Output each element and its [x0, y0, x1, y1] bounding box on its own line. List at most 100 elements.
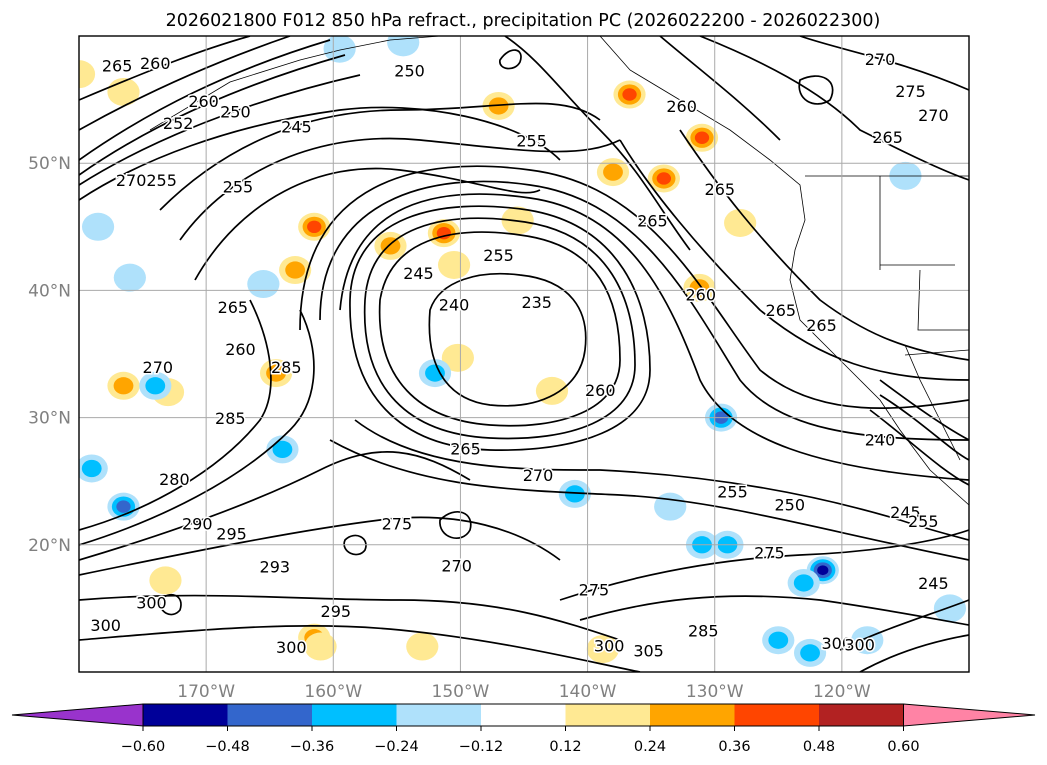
- contour-label: 265: [705, 180, 736, 199]
- precip-blob-level: [851, 626, 884, 655]
- colorbar-segment: [227, 704, 313, 726]
- contour-label: 295: [216, 525, 247, 544]
- x-tick-label: 160°W: [304, 682, 362, 702]
- low-ring-contour: [378, 231, 621, 427]
- chart-title: 2026021800 F012 850 hPa refract., precip…: [166, 11, 881, 31]
- contour-label: 245: [890, 503, 921, 522]
- precip-blob-level: [654, 492, 687, 521]
- precip-blob-level: [113, 263, 146, 292]
- contour-line: [319, 180, 969, 441]
- contour-label: 260: [585, 381, 616, 400]
- contour-line: [79, 299, 272, 531]
- precip-blob: [762, 626, 795, 655]
- contour-line: [504, 36, 691, 251]
- colorbar-segment: [734, 704, 820, 726]
- precip-blob: [685, 123, 719, 152]
- colorbar-tick-label: 0.60: [887, 739, 919, 755]
- x-tick-label: 150°W: [432, 682, 490, 702]
- precip-blob: [596, 158, 630, 187]
- graticule: [79, 36, 969, 672]
- closed-contour: [439, 510, 472, 540]
- precip-blob-level: [535, 376, 569, 405]
- colorbar-segment: [396, 704, 482, 726]
- precip-blob: [654, 492, 687, 521]
- precip-blob-level: [768, 631, 789, 649]
- contour-line: [859, 634, 969, 672]
- colorbar-tick-label: 0.36: [718, 739, 750, 755]
- closed-contour: [499, 49, 522, 70]
- colorbar-tick-label: −0.36: [290, 739, 334, 755]
- contour-label: 255: [908, 512, 939, 531]
- closed-contour: [798, 75, 834, 105]
- jet-contour-bundle: [869, 409, 969, 486]
- precip-blob: [79, 60, 96, 89]
- contour-label: 265: [872, 128, 903, 147]
- precip-blob-level: [800, 644, 820, 662]
- contour-label: 255: [483, 246, 514, 265]
- precip-blob-level: [380, 237, 401, 255]
- contour-line: [79, 74, 361, 186]
- contour-label: 270: [865, 50, 896, 69]
- contour-line: [354, 419, 969, 541]
- x-tick-label: 140°W: [559, 682, 617, 702]
- contour-label: 265: [637, 212, 668, 231]
- contour-label: 275: [579, 581, 610, 600]
- contour-label: 260: [225, 340, 256, 359]
- precip-blob: [724, 208, 757, 237]
- contour-label: 270: [918, 106, 949, 125]
- precip-blob: [441, 343, 474, 372]
- precip-blob-level: [81, 459, 102, 478]
- precip-blob-level: [694, 131, 710, 144]
- precip-blob-level: [79, 60, 96, 89]
- colorbar-tick-label: 0.12: [549, 739, 581, 755]
- contour-label: 285: [688, 621, 719, 640]
- precip-blob-level: [304, 632, 337, 661]
- contour-label: 240: [865, 430, 896, 449]
- contour-label: 265: [806, 316, 837, 335]
- contour-line: [79, 625, 641, 672]
- precip-blob-level: [441, 343, 474, 372]
- precip-blob: [586, 635, 619, 664]
- contour-line: [579, 595, 969, 626]
- colorbar-tick-label: 0.24: [634, 739, 666, 755]
- contour-label: 280: [159, 470, 190, 489]
- precip-blob-level: [323, 36, 356, 63]
- precip-blob-level: [622, 88, 637, 101]
- closed-contour: [159, 593, 182, 616]
- contour-label: 290: [182, 514, 213, 533]
- contour-label: 250: [774, 495, 805, 514]
- contour-line: [79, 54, 346, 176]
- precip-blob: [247, 270, 280, 299]
- precip-blob-level: [793, 574, 814, 592]
- low-ring-contour: [363, 217, 636, 440]
- contour-label: 250: [394, 62, 425, 81]
- y-tick-label: 20°N: [28, 536, 71, 556]
- coastline: [149, 36, 969, 506]
- map-frame: [78, 35, 970, 673]
- precip-blob-level: [247, 270, 280, 299]
- contour-labels: 265 260 250 270 275 270 265 255 260 265 265 260 265 2…: [89, 49, 950, 662]
- colorbar-extend-high: [903, 703, 1036, 727]
- precip-blob-level: [724, 208, 757, 237]
- contour-label: 300: [276, 638, 307, 657]
- contour-label: 293: [260, 558, 291, 577]
- x-tick-label: 130°W: [686, 682, 744, 702]
- precip-blob-level: [307, 220, 322, 234]
- precip-blob-level: [145, 377, 166, 395]
- contour-line: [79, 36, 291, 131]
- contour-label: 245: [403, 264, 434, 283]
- contour-label: 260: [666, 97, 697, 116]
- contour-label: 255: [717, 483, 748, 502]
- contour-label: 275: [895, 82, 926, 101]
- contour-line: [179, 137, 621, 241]
- x-tick-label: 120°W: [813, 682, 871, 702]
- contour-line: [79, 309, 315, 546]
- alaska-coastline: [149, 36, 441, 131]
- precip-blob: [79, 454, 108, 483]
- low-ring-contour: [349, 205, 651, 451]
- precip-blob-level: [437, 250, 471, 279]
- contour-label: 265: [218, 298, 249, 317]
- contour-label: 240: [439, 296, 470, 315]
- contour-label: 265: [766, 301, 797, 320]
- precip-blob: [107, 371, 140, 400]
